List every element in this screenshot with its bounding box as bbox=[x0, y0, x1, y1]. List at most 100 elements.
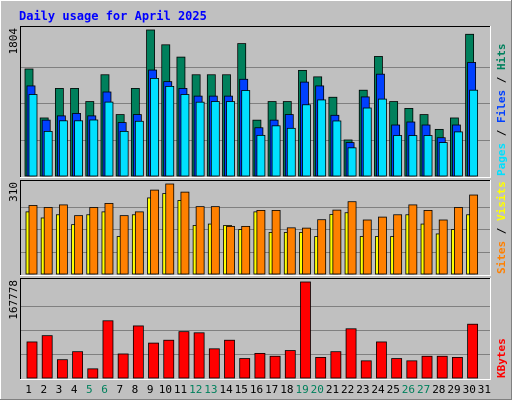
bar-kbytes bbox=[117, 353, 129, 379]
bar-pages bbox=[317, 99, 327, 177]
x-tick-label: 7 bbox=[116, 383, 123, 396]
bar-sites bbox=[150, 189, 159, 275]
x-tick-label: 10 bbox=[159, 383, 172, 396]
bar-kbytes bbox=[315, 357, 327, 379]
bar-sites bbox=[378, 216, 387, 275]
bar-pages bbox=[393, 135, 403, 177]
legend-part: / bbox=[495, 123, 508, 143]
x-tick-label: 23 bbox=[356, 383, 369, 396]
bar-kbytes bbox=[41, 335, 53, 379]
x-tick-label: 14 bbox=[219, 383, 233, 396]
y-max-label: 310 bbox=[7, 182, 20, 202]
bar-pages bbox=[454, 131, 463, 177]
bar-pages bbox=[104, 101, 114, 177]
bar-pages bbox=[58, 120, 68, 177]
bar-kbytes bbox=[452, 357, 463, 379]
x-tick-label: 19 bbox=[295, 383, 308, 396]
x-tick-label: 17 bbox=[265, 383, 278, 396]
bar-kbytes bbox=[163, 339, 175, 379]
x-tick-label: 6 bbox=[101, 383, 108, 396]
bar-sites bbox=[74, 215, 83, 275]
bar-kbytes bbox=[436, 355, 448, 379]
bar-pages bbox=[119, 131, 129, 177]
bar-kbytes bbox=[345, 328, 357, 379]
x-tick-label: 22 bbox=[341, 383, 354, 396]
x-tick-label: 2 bbox=[40, 383, 47, 396]
bar-kbytes bbox=[421, 355, 433, 379]
bar-kbytes bbox=[87, 368, 99, 379]
bar-kbytes bbox=[467, 323, 479, 379]
bar-pages bbox=[347, 147, 357, 177]
x-tick-label: 3 bbox=[56, 383, 63, 396]
bar-sites bbox=[271, 210, 281, 275]
bar-kbytes bbox=[178, 331, 190, 379]
bar-kbytes bbox=[360, 360, 372, 379]
x-tick-label: 24 bbox=[371, 383, 385, 396]
legend-part: / bbox=[495, 70, 508, 90]
x-tick-label: 12 bbox=[189, 383, 202, 396]
bar-sites bbox=[165, 183, 175, 275]
bar-sites bbox=[454, 207, 463, 275]
bar-sites bbox=[256, 210, 266, 275]
y-max-label: 1804 bbox=[7, 28, 20, 55]
x-tick-label: 28 bbox=[432, 383, 445, 396]
bar-pages bbox=[286, 127, 296, 177]
bar-kbytes bbox=[148, 342, 159, 379]
bar-sites bbox=[58, 204, 68, 275]
bar-kbytes bbox=[239, 358, 251, 379]
bar-sites bbox=[347, 201, 357, 275]
bar-sites bbox=[195, 206, 205, 275]
legend-label: Sites / Visits bbox=[495, 181, 508, 274]
bar-kbytes bbox=[72, 351, 83, 379]
x-tick-label: 26 bbox=[402, 383, 415, 396]
bar-sites bbox=[393, 214, 403, 275]
bar-kbytes bbox=[300, 281, 311, 379]
bar-sites bbox=[226, 225, 235, 275]
bar-sites bbox=[119, 215, 129, 275]
x-tick-label: 31 bbox=[478, 383, 491, 396]
x-tick-label: 5 bbox=[86, 383, 93, 396]
x-tick-label: 20 bbox=[311, 383, 324, 396]
bar-pages bbox=[74, 120, 83, 177]
x-tick-label: 1 bbox=[25, 383, 32, 396]
bar-sites bbox=[210, 206, 220, 275]
bar-kbytes bbox=[330, 351, 342, 379]
legend-part: Files bbox=[495, 90, 508, 123]
bar-pages bbox=[423, 135, 433, 177]
x-tick-label: 16 bbox=[250, 383, 263, 396]
bar-pages bbox=[210, 101, 220, 177]
bar-sites bbox=[438, 219, 448, 275]
bar-pages bbox=[28, 94, 38, 177]
bar-pages bbox=[134, 120, 144, 177]
bar-pages bbox=[271, 125, 281, 177]
bar-sites bbox=[469, 194, 479, 275]
bar-kbytes bbox=[224, 339, 235, 379]
legend-label: Pages / Files / Hits bbox=[495, 44, 508, 177]
kbytes-panel bbox=[20, 278, 491, 380]
x-tick-label: 4 bbox=[71, 383, 78, 396]
bar-pages bbox=[150, 77, 159, 177]
bar-sites bbox=[134, 211, 144, 275]
bar-kbytes bbox=[26, 341, 38, 379]
bar-pages bbox=[378, 98, 387, 177]
bar-kbytes bbox=[102, 320, 114, 379]
bar-kbytes bbox=[406, 360, 418, 379]
hits-files-pages-panel bbox=[20, 26, 491, 178]
bar-pages bbox=[180, 94, 190, 177]
bar-sites bbox=[241, 225, 251, 275]
x-tick-label: 8 bbox=[132, 383, 139, 396]
x-tick-label: 15 bbox=[235, 383, 248, 396]
bar-pages bbox=[165, 86, 175, 177]
x-axis-day-labels: 1 2 3 4 5 6 7 8 9 10 11 12 13 14 15 16 17 18 19 20 21 22 23 24 2… bbox=[25, 383, 491, 396]
bar-pages bbox=[226, 101, 235, 177]
x-tick-label: 13 bbox=[204, 383, 217, 396]
y-axis-max-labels: 1804 310 167778 bbox=[7, 28, 20, 320]
x-tick-label: 11 bbox=[174, 383, 187, 396]
bar-sites bbox=[302, 227, 311, 275]
bar-kbytes bbox=[376, 341, 387, 379]
x-tick-label: 9 bbox=[147, 383, 154, 396]
bar-sites bbox=[362, 219, 372, 275]
bar-pages bbox=[438, 142, 448, 177]
bar-kbytes bbox=[391, 358, 403, 379]
y-max-label: 167778 bbox=[7, 280, 20, 320]
